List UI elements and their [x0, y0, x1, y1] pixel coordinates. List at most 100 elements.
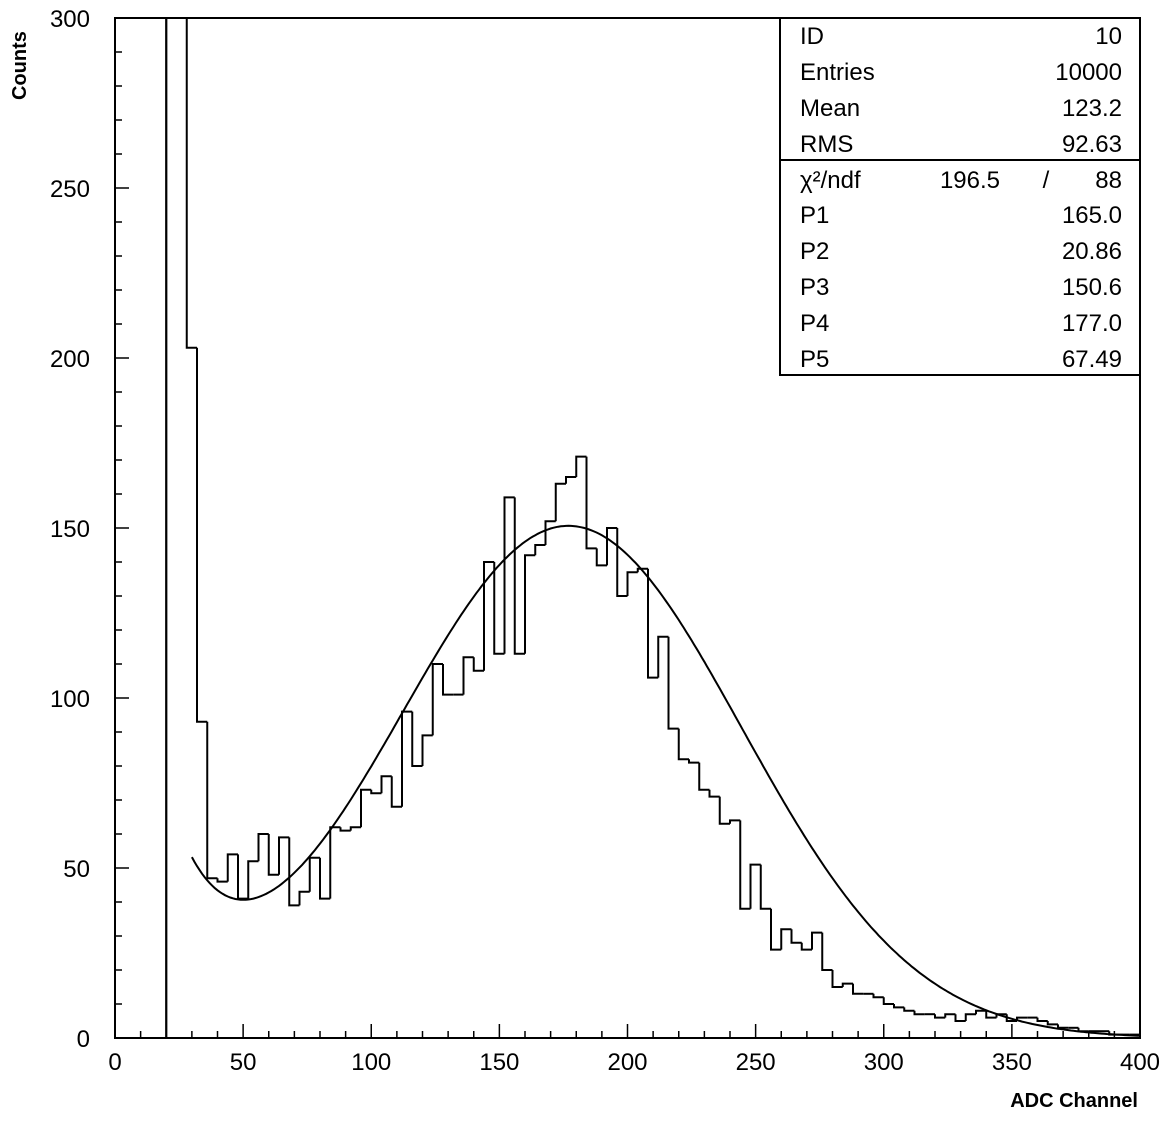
stat-value-p1: 165.0	[1062, 202, 1122, 229]
x-tick-label: 300	[864, 1049, 904, 1076]
histogram-bin	[759, 864, 771, 910]
histogram-bin	[708, 789, 720, 798]
stat-value-mean: 123.2	[1062, 95, 1122, 122]
x-tick-label: 400	[1120, 1049, 1160, 1076]
histogram-bin	[278, 836, 290, 875]
stat-value-chi2: 196.5	[940, 167, 1000, 194]
stat-label-entries: Entries	[800, 59, 875, 86]
histogram-bin	[257, 833, 269, 862]
histogram-bin	[913, 1010, 925, 1016]
histogram-bin	[524, 554, 536, 654]
histogram-bin	[739, 820, 751, 910]
histogram-bin	[800, 942, 812, 951]
histogram-bin	[329, 826, 341, 899]
y-tick-label: 300	[50, 6, 90, 33]
y-axis-title: Counts	[9, 31, 31, 100]
histogram-bin	[575, 455, 587, 477]
histogram-bin	[544, 520, 556, 545]
x-tick-label: 350	[992, 1049, 1032, 1076]
histogram-bin	[657, 635, 669, 678]
histogram-bin	[1036, 1017, 1048, 1022]
histogram-bin	[493, 562, 505, 655]
y-axis-tick-labels: 0 50 100 150 200 250 300	[50, 6, 90, 1053]
histogram-bin	[165, 17, 177, 1038]
histogram-bin	[349, 826, 361, 831]
histogram-bin	[831, 970, 843, 988]
histogram-bin	[288, 837, 300, 907]
histogram-bin	[841, 982, 853, 987]
histogram-bin	[903, 1007, 915, 1012]
histogram-bin	[944, 1013, 956, 1018]
histogram-bin	[872, 993, 884, 999]
histogram-bin	[401, 710, 413, 807]
histogram-bin	[882, 997, 894, 1005]
stat-label-p1: P1	[800, 202, 829, 229]
histogram-bin	[411, 711, 423, 767]
histogram-bin	[1057, 1024, 1069, 1029]
stat-value-rms: 92.63	[1062, 131, 1122, 158]
stats-box-frame	[779, 17, 1141, 376]
stat-value-ndf: 88	[1095, 167, 1122, 194]
y-axis-ticks	[115, 17, 129, 1039]
histogram-bin	[893, 1004, 905, 1009]
histogram-bin	[319, 857, 331, 900]
histogram-bin	[934, 1014, 946, 1019]
histogram-bin	[811, 931, 823, 950]
histogram-series	[165, 17, 1141, 1038]
histogram-bin	[595, 548, 607, 567]
histogram-bin	[196, 347, 208, 723]
x-axis-tick-labels: 0 50 100 150 200 250 300 350 400	[108, 1049, 1160, 1076]
stat-label-p2: P2	[800, 238, 829, 265]
stat-label-id: ID	[800, 23, 824, 50]
histogram-bin	[216, 878, 228, 883]
x-tick-label: 100	[351, 1049, 391, 1076]
histogram-bin	[554, 482, 566, 522]
stat-label-chi2: χ²/ndf	[800, 167, 861, 194]
histogram-bin	[677, 728, 689, 761]
histogram-bin	[472, 657, 484, 672]
histogram-bin	[770, 908, 782, 951]
histogram-bin	[964, 1013, 976, 1021]
histogram-bin	[688, 759, 700, 764]
x-tick-label: 50	[230, 1049, 257, 1076]
x-tick-label: 200	[607, 1049, 647, 1076]
histogram-bin	[421, 734, 433, 766]
histogram-bin	[226, 853, 238, 882]
stat-label-rms: RMS	[800, 131, 853, 158]
histogram-bin	[616, 528, 628, 597]
histogram-bin	[790, 929, 802, 944]
histogram-bin	[1046, 1021, 1058, 1026]
histogram-bin	[483, 561, 495, 671]
y-tick-label: 50	[63, 856, 90, 883]
histogram-bin	[298, 890, 310, 906]
histogram-bin	[626, 571, 638, 596]
y-tick-label: 0	[77, 1026, 90, 1053]
histogram-bin	[503, 496, 515, 654]
histogram-bin	[442, 664, 454, 696]
stat-chi2-separator: /	[1043, 167, 1050, 194]
histogram-bin	[513, 497, 525, 655]
stat-label-p3: P3	[800, 274, 829, 301]
stat-label-p4: P4	[800, 310, 829, 337]
histogram-bin	[667, 636, 679, 730]
histogram-bin	[821, 932, 833, 971]
histogram-bin	[247, 860, 259, 899]
histogram-bin	[534, 544, 546, 556]
histogram-bin	[636, 567, 648, 573]
histogram-bin	[606, 527, 618, 566]
stat-value-id: 10	[1095, 23, 1122, 50]
histogram-bin	[308, 856, 320, 892]
histogram-bin	[954, 1014, 966, 1022]
histogram-bin	[237, 854, 249, 900]
histogram-bin	[718, 796, 730, 825]
histogram-bin	[206, 721, 218, 880]
fit-curve	[191, 524, 1141, 1037]
histogram-bin	[370, 789, 382, 795]
histogram-bin	[462, 656, 474, 695]
stat-value-entries: 10000	[1055, 59, 1122, 86]
stat-value-p4: 177.0	[1062, 310, 1122, 337]
histogram-bin	[780, 928, 792, 950]
stat-label-mean: Mean	[800, 95, 860, 122]
histogram-bin	[698, 762, 710, 791]
